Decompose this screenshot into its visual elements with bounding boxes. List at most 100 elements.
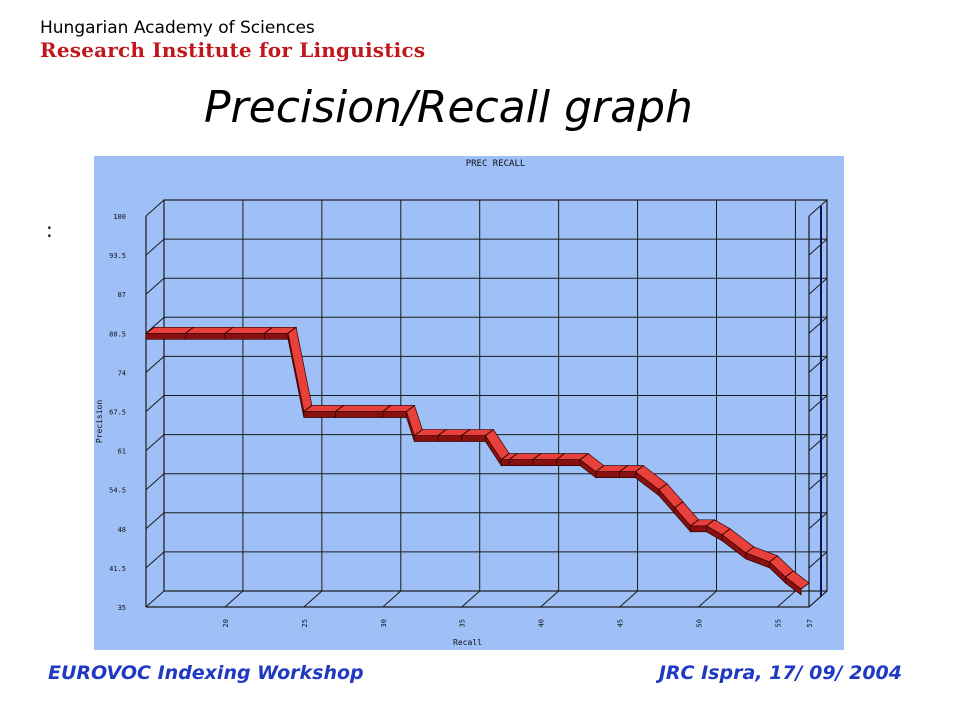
- data-point: [745, 546, 755, 554]
- data-point: [706, 519, 715, 527]
- ribbon-top-segment: [334, 405, 392, 412]
- precision-recall-chart: 35 41.5 48 54.5 61 67.5 74 80.5 87 93.5 100 20 25 30 3…: [94, 156, 844, 650]
- data-point: [800, 582, 810, 590]
- institution-name-line1: Hungarian Academy of Sciences: [40, 18, 315, 38]
- ribbon-side-segment: [185, 332, 226, 340]
- data-point: [414, 429, 423, 436]
- ribbon-side-segment: [382, 411, 407, 418]
- x-axis-label: Recall: [453, 638, 482, 647]
- grid-line-y-right-depth: [808, 199, 828, 217]
- grid-line-x-depth: [303, 590, 323, 608]
- ribbon-side-segment: [532, 459, 557, 466]
- y-tick-label: 74: [118, 369, 126, 377]
- grid-line-x-depth: [808, 590, 828, 608]
- ribbon-side-segment: [508, 459, 534, 466]
- grid-line-x-depth: [382, 590, 402, 608]
- grid-line-y-depth: [145, 238, 165, 256]
- grid-line-y-depth: [145, 395, 165, 412]
- grid-line-y-right-depth: [808, 512, 828, 530]
- grid-line-y-depth: [145, 590, 165, 608]
- grid-line-x-depth: [698, 590, 717, 608]
- data-point: [335, 405, 344, 412]
- grid-line-x-depth: [777, 590, 796, 608]
- ribbon-side-segment: [500, 459, 510, 466]
- grid-line-y-right-depth: [808, 395, 828, 412]
- data-point: [769, 555, 778, 563]
- grid-line-y-depth: [145, 199, 165, 217]
- footer-workshop: EUROVOC Indexing Workshop: [48, 662, 364, 684]
- ribbon-side-segment: [556, 459, 581, 466]
- data-point: [635, 465, 644, 472]
- y-tick-label: 41.5: [109, 565, 126, 573]
- grid-line-y-depth: [145, 356, 165, 373]
- grid-line-x-depth: [540, 590, 559, 608]
- y-tick-label: 67.5: [109, 409, 126, 417]
- grid-line-y-depth: [145, 512, 165, 530]
- data-point: [619, 465, 628, 472]
- chart-svg: 35 41.5 48 54.5 61 67.5 74 80.5 87 93.5 100 20 25 30 3…: [95, 159, 828, 647]
- grid-line-y-right-depth: [808, 473, 828, 491]
- y-tick-label: 93.5: [109, 252, 126, 260]
- data-point: [508, 453, 518, 460]
- data-point: [674, 501, 684, 509]
- x-tick-label: 30: [380, 619, 388, 627]
- x-tick-label: 57: [806, 619, 814, 627]
- grid-line-y-right-depth: [808, 434, 828, 451]
- grid-line-y-right-depth: [808, 277, 828, 295]
- x-tick-label: 20: [222, 619, 230, 627]
- ribbon-side-segment: [619, 471, 636, 479]
- ribbon-side-segment: [303, 411, 336, 418]
- data-point: [485, 429, 494, 436]
- x-tick-label: 55: [774, 619, 782, 627]
- chart-title: PREC RECALL: [466, 159, 526, 169]
- data-point: [185, 326, 194, 334]
- grid-line-y-depth: [145, 277, 165, 295]
- ribbon-side-segment: [145, 332, 186, 340]
- y-axis-label: Precision: [95, 400, 104, 444]
- x-tick-label: 25: [301, 619, 309, 627]
- grid-line-y-right-depth: [808, 551, 828, 569]
- grid-line-x-depth: [224, 590, 244, 608]
- data-point: [264, 326, 273, 334]
- ribbon-side-segment: [690, 525, 707, 533]
- ribbon-side-segment: [335, 411, 384, 418]
- y-tick-label: 100: [113, 213, 126, 221]
- grid-line-y-depth: [145, 473, 165, 491]
- data-point: [461, 429, 470, 436]
- data-point: [500, 453, 510, 460]
- ribbon-side-segment: [437, 435, 463, 442]
- data-point: [382, 405, 392, 412]
- footer-location-date: JRC Ispra, 17/ 09/ 2004: [658, 662, 902, 684]
- data-point: [721, 528, 731, 536]
- grid-line-y-right-depth: [808, 316, 828, 334]
- data-point: [437, 429, 447, 436]
- data-point: [145, 326, 155, 334]
- data-point: [303, 405, 313, 412]
- data-point: [595, 465, 605, 472]
- slide-title: Precision/Recall graph: [204, 82, 693, 133]
- x-tick-label: 40: [538, 619, 546, 627]
- data-point: [532, 453, 541, 460]
- stray-colon: :: [46, 218, 53, 242]
- grid-line-x-depth: [461, 590, 481, 608]
- ribbon-side-segment: [264, 332, 289, 340]
- grid-line-y-depth: [145, 551, 165, 569]
- data-point: [287, 326, 297, 334]
- x-tick-label: 45: [617, 619, 625, 627]
- y-tick-label: 61: [118, 448, 126, 456]
- ribbon-side-segment: [595, 471, 620, 479]
- y-tick-label: 35: [118, 604, 126, 612]
- y-tick-label: 87: [118, 291, 126, 299]
- y-tick-label: 54.5: [109, 487, 126, 495]
- institution-name-line2: Research Institute for Linguistics: [40, 38, 426, 62]
- data-point: [224, 326, 234, 334]
- grid-line-x-depth: [619, 590, 638, 608]
- ribbon-side-segment: [224, 332, 265, 340]
- data-point: [579, 453, 589, 460]
- grid-line-y-right-depth: [808, 356, 828, 373]
- y-tick-label: 48: [118, 526, 126, 534]
- data-point: [556, 453, 565, 460]
- institution-logo: Hungarian Academy of Sciences Research I…: [40, 18, 425, 62]
- x-tick-label: 35: [459, 619, 467, 627]
- ribbon-side-segment: [461, 435, 486, 442]
